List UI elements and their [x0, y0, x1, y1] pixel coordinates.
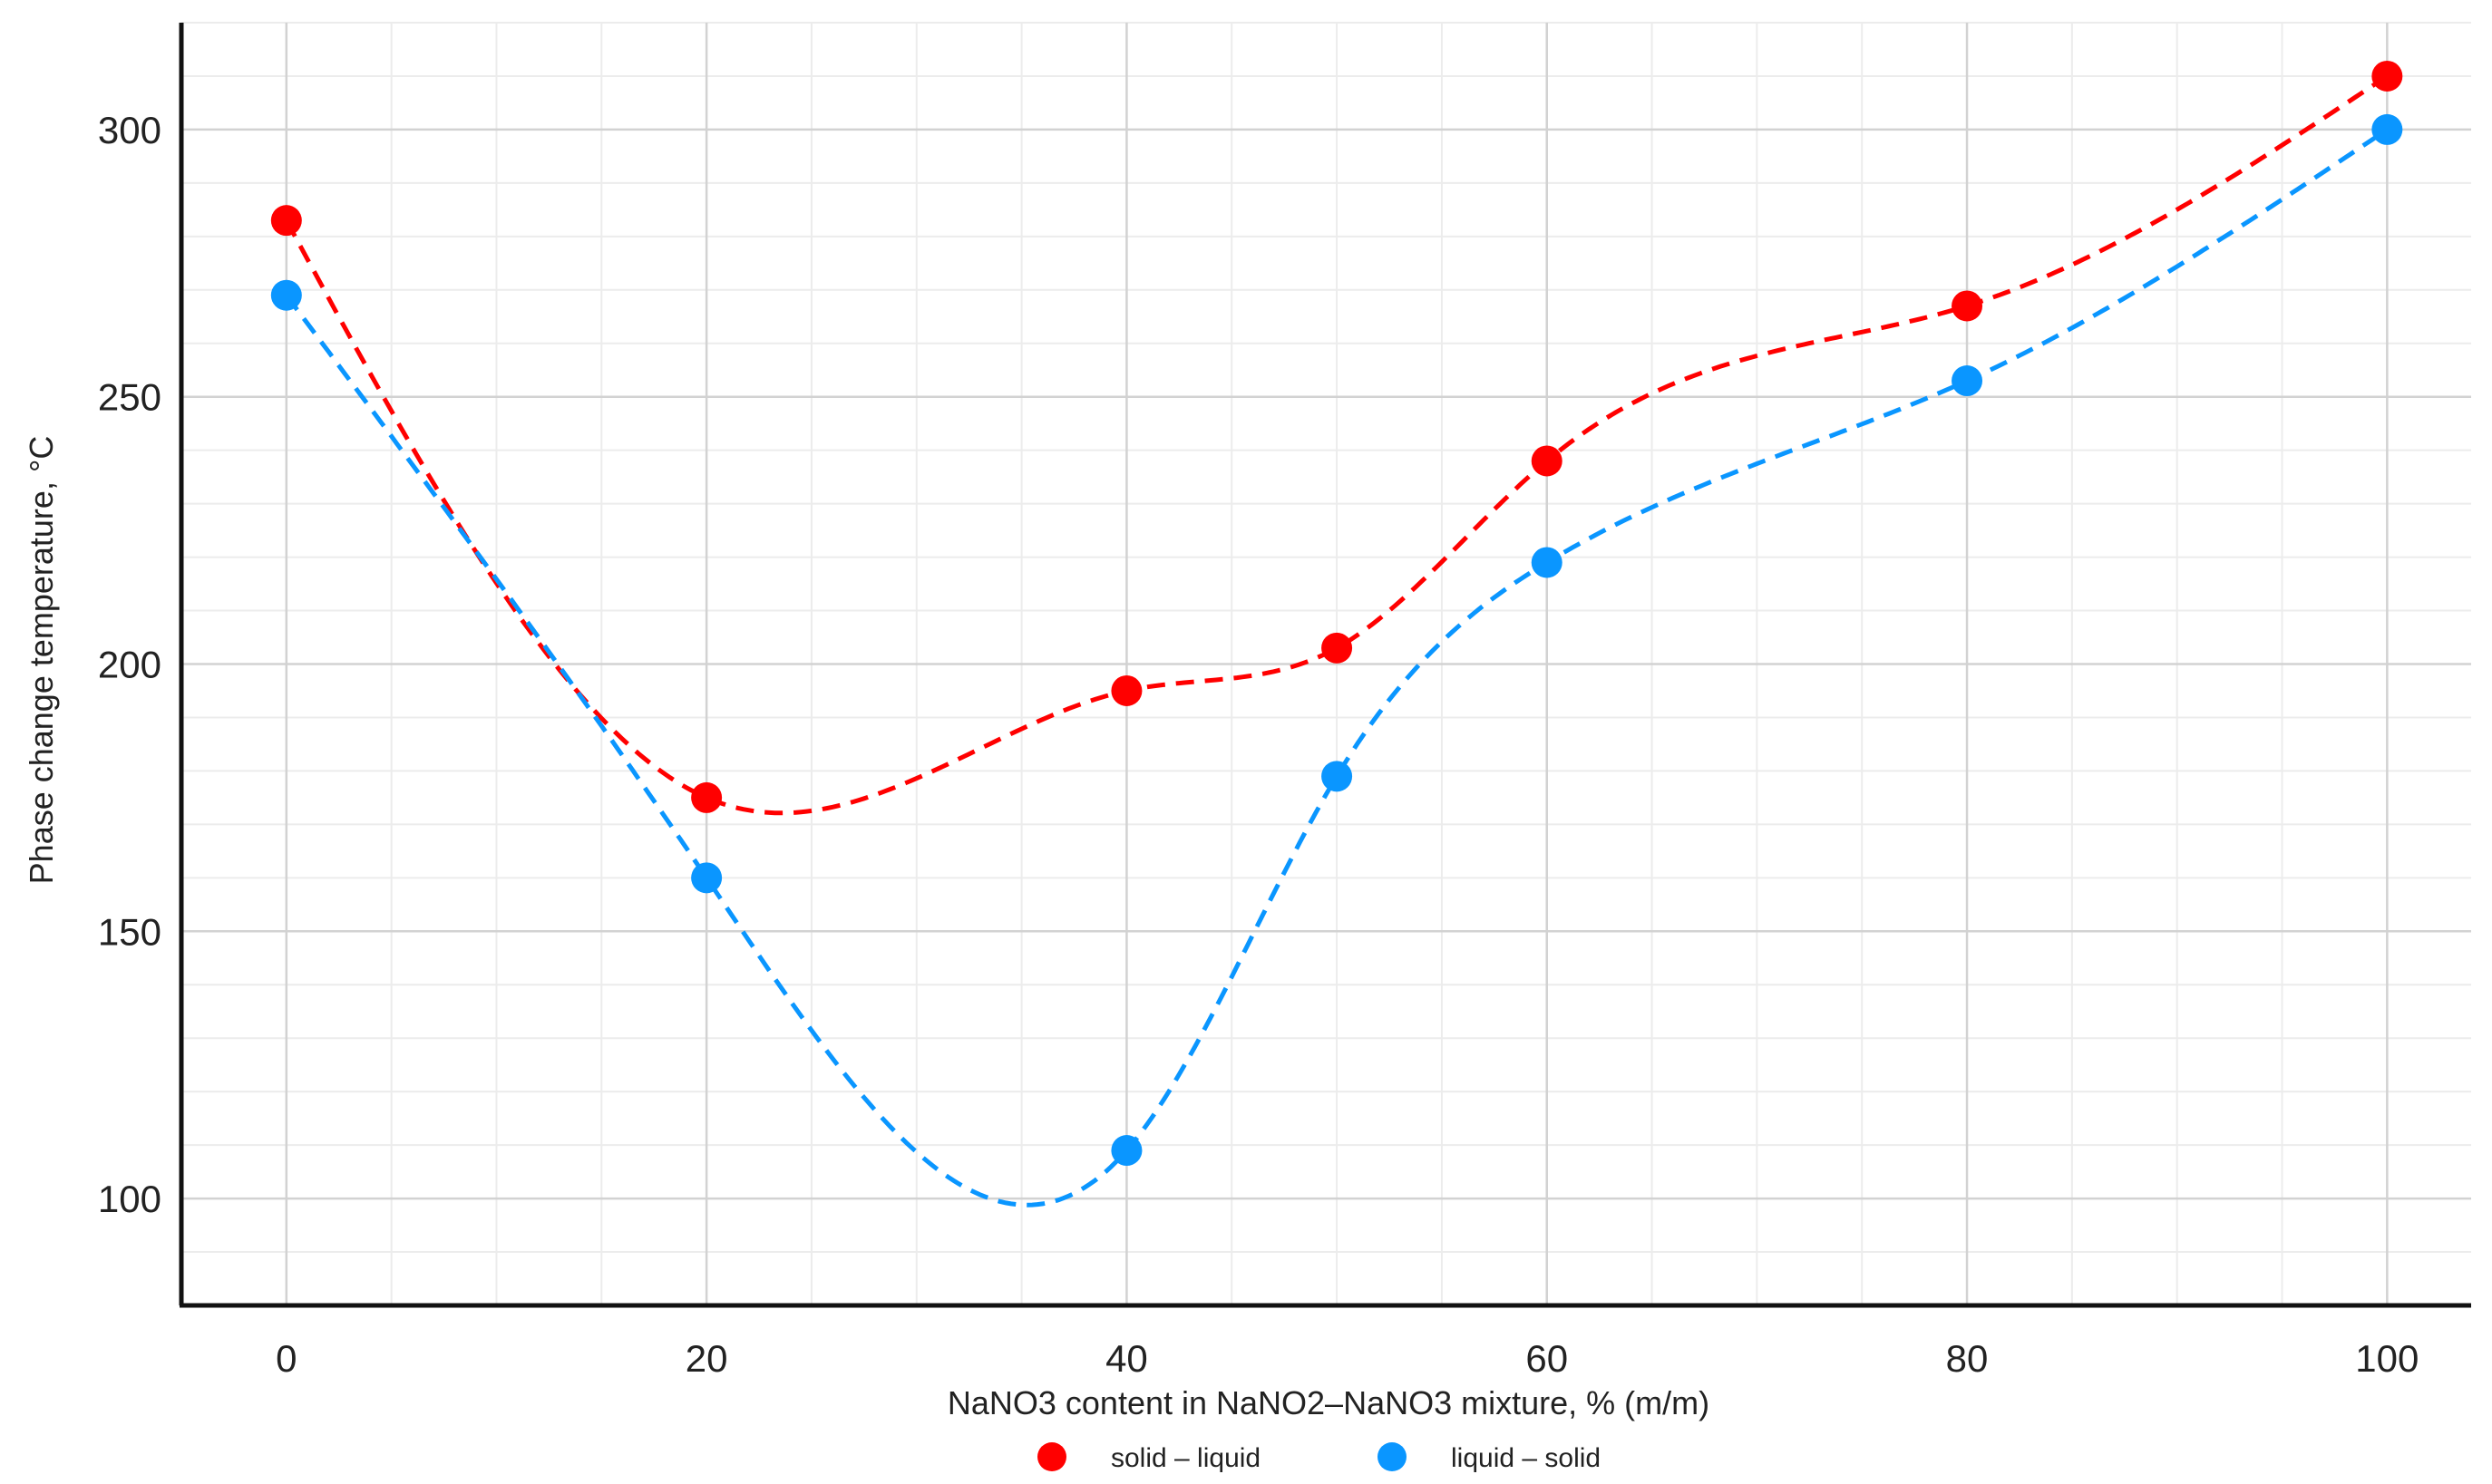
x-tick-label: 100: [2355, 1337, 2419, 1380]
y-tick-label: 250: [98, 376, 161, 419]
major-gridlines: [181, 23, 2471, 1305]
x-tick-label: 0: [276, 1337, 297, 1380]
y-axis-title: Phase change temperature, °C: [23, 436, 60, 885]
y-tick-label: 200: [98, 644, 161, 686]
x-tick-label: 60: [1525, 1337, 1568, 1380]
series-1-point: [1952, 365, 1983, 397]
series-0-point: [1952, 290, 1983, 322]
legend: solid – liquid liquid – solid: [1037, 1442, 1601, 1473]
legend-item-solid-liquid[interactable]: solid – liquid: [1037, 1442, 1261, 1473]
fit-curves: [284, 73, 2389, 1208]
series-0-point: [1531, 445, 1562, 477]
x-tick-label: 80: [1946, 1337, 1989, 1380]
series-1-point: [270, 279, 302, 311]
x-tick-label: 20: [686, 1337, 728, 1380]
series-0-point: [1111, 674, 1143, 706]
series-0-point: [1321, 632, 1353, 664]
series-1-curve: [284, 127, 2389, 1208]
legend-marker-liquid-solid: [1377, 1442, 1407, 1471]
series-0-point: [691, 781, 723, 813]
series-0-curve: [284, 73, 2389, 816]
y-tick-label: 300: [98, 109, 161, 151]
y-tick-labels: 100 150 200 250 300: [98, 109, 161, 1220]
y-tick-label: 150: [98, 910, 161, 953]
legend-item-liquid-solid[interactable]: liquid – solid: [1377, 1442, 1601, 1473]
series-1-point: [691, 862, 723, 894]
data-points: [270, 60, 2403, 1167]
legend-label-solid-liquid: solid – liquid: [1111, 1443, 1261, 1473]
series-1-point: [1531, 547, 1562, 578]
series-0-point: [2371, 60, 2403, 92]
legend-label-liquid-solid: liquid – solid: [1451, 1443, 1601, 1473]
series-1-point: [1111, 1135, 1143, 1167]
y-tick-label: 100: [98, 1178, 161, 1220]
x-axis-title: NaNO3 content in NaNO2–NaNO3 mixture, % …: [948, 1384, 1709, 1421]
series-0-point: [270, 205, 302, 237]
series-1-point: [1321, 761, 1353, 792]
axes: [179, 23, 2471, 1308]
series-1-point: [2371, 113, 2403, 145]
legend-marker-solid-liquid: [1037, 1442, 1066, 1471]
x-tick-label: 40: [1105, 1337, 1148, 1380]
x-tick-labels: 0 20 40 60 80 100: [276, 1337, 2419, 1380]
